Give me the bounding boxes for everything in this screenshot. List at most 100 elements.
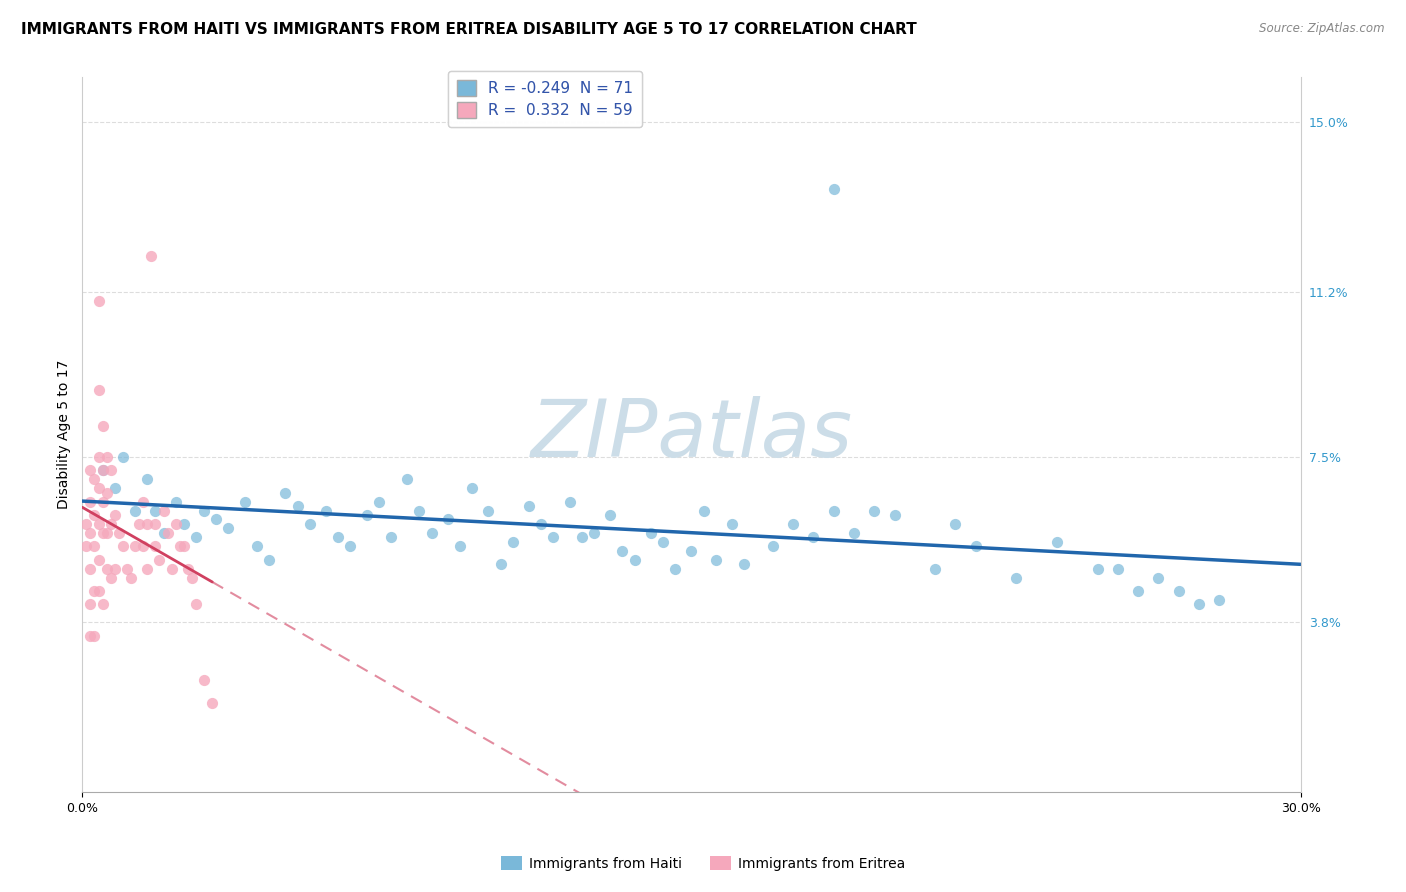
Point bbox=[152, 525, 174, 540]
Point bbox=[96, 485, 118, 500]
Legend: R = -0.249  N = 71, R =  0.332  N = 59: R = -0.249 N = 71, R = 0.332 N = 59 bbox=[449, 70, 643, 128]
Point bbox=[664, 561, 686, 575]
Point bbox=[801, 530, 824, 544]
Point bbox=[124, 503, 146, 517]
Point bbox=[965, 539, 987, 553]
Point bbox=[449, 539, 471, 553]
Point bbox=[136, 561, 159, 575]
Point bbox=[124, 539, 146, 553]
Point bbox=[75, 516, 97, 531]
Point bbox=[132, 539, 155, 553]
Point bbox=[883, 508, 905, 522]
Point bbox=[420, 525, 443, 540]
Point bbox=[91, 597, 114, 611]
Point bbox=[582, 525, 605, 540]
Point bbox=[640, 525, 662, 540]
Point bbox=[173, 539, 195, 553]
Point bbox=[145, 539, 167, 553]
Point bbox=[863, 503, 886, 517]
Point bbox=[165, 494, 187, 508]
Point bbox=[1107, 561, 1129, 575]
Point bbox=[87, 552, 110, 566]
Point bbox=[120, 570, 142, 584]
Point bbox=[339, 539, 361, 553]
Point bbox=[461, 481, 484, 495]
Point bbox=[733, 557, 755, 571]
Point bbox=[108, 525, 131, 540]
Point bbox=[83, 508, 105, 522]
Point bbox=[96, 525, 118, 540]
Text: Source: ZipAtlas.com: Source: ZipAtlas.com bbox=[1260, 22, 1385, 36]
Point bbox=[1087, 561, 1109, 575]
Point bbox=[111, 450, 134, 464]
Point bbox=[83, 539, 105, 553]
Point bbox=[91, 494, 114, 508]
Point bbox=[96, 450, 118, 464]
Point bbox=[96, 561, 118, 575]
Point bbox=[489, 557, 512, 571]
Point bbox=[823, 182, 845, 196]
Point bbox=[924, 561, 946, 575]
Point bbox=[91, 418, 114, 433]
Point bbox=[502, 534, 524, 549]
Point bbox=[79, 463, 101, 477]
Point bbox=[160, 561, 183, 575]
Point bbox=[177, 561, 200, 575]
Point bbox=[83, 583, 105, 598]
Point bbox=[132, 494, 155, 508]
Point bbox=[1208, 592, 1230, 607]
Point bbox=[91, 463, 114, 477]
Point bbox=[233, 494, 256, 508]
Point bbox=[87, 481, 110, 495]
Point bbox=[100, 463, 122, 477]
Point bbox=[87, 516, 110, 531]
Point bbox=[692, 503, 714, 517]
Point bbox=[517, 499, 540, 513]
Point bbox=[704, 552, 727, 566]
Point bbox=[530, 516, 553, 531]
Point bbox=[79, 561, 101, 575]
Point bbox=[104, 508, 127, 522]
Point bbox=[681, 543, 703, 558]
Point bbox=[599, 508, 621, 522]
Point bbox=[145, 503, 167, 517]
Point bbox=[945, 516, 967, 531]
Point bbox=[721, 516, 744, 531]
Point bbox=[115, 561, 138, 575]
Point bbox=[367, 494, 389, 508]
Point bbox=[762, 539, 785, 553]
Point bbox=[91, 525, 114, 540]
Point bbox=[315, 503, 337, 517]
Point bbox=[173, 516, 195, 531]
Point bbox=[104, 561, 127, 575]
Point bbox=[1147, 570, 1170, 584]
Point bbox=[145, 516, 167, 531]
Point bbox=[623, 552, 645, 566]
Point bbox=[100, 570, 122, 584]
Point bbox=[91, 463, 114, 477]
Point bbox=[218, 521, 240, 535]
Point bbox=[75, 539, 97, 553]
Point bbox=[156, 525, 179, 540]
Point bbox=[257, 552, 280, 566]
Point bbox=[165, 516, 187, 531]
Point bbox=[111, 539, 134, 553]
Point bbox=[652, 534, 675, 549]
Point bbox=[205, 512, 228, 526]
Point bbox=[87, 293, 110, 308]
Point bbox=[298, 516, 321, 531]
Point bbox=[396, 472, 419, 486]
Legend: Immigrants from Haiti, Immigrants from Eritrea: Immigrants from Haiti, Immigrants from E… bbox=[496, 850, 910, 876]
Point bbox=[193, 503, 215, 517]
Point bbox=[79, 629, 101, 643]
Point bbox=[148, 552, 170, 566]
Text: IMMIGRANTS FROM HAITI VS IMMIGRANTS FROM ERITREA DISABILITY AGE 5 TO 17 CORRELAT: IMMIGRANTS FROM HAITI VS IMMIGRANTS FROM… bbox=[21, 22, 917, 37]
Point bbox=[79, 525, 101, 540]
Point bbox=[128, 516, 150, 531]
Point bbox=[543, 530, 565, 544]
Point bbox=[1005, 570, 1028, 584]
Point bbox=[87, 450, 110, 464]
Point bbox=[201, 696, 224, 710]
Point bbox=[181, 570, 204, 584]
Point bbox=[141, 249, 163, 263]
